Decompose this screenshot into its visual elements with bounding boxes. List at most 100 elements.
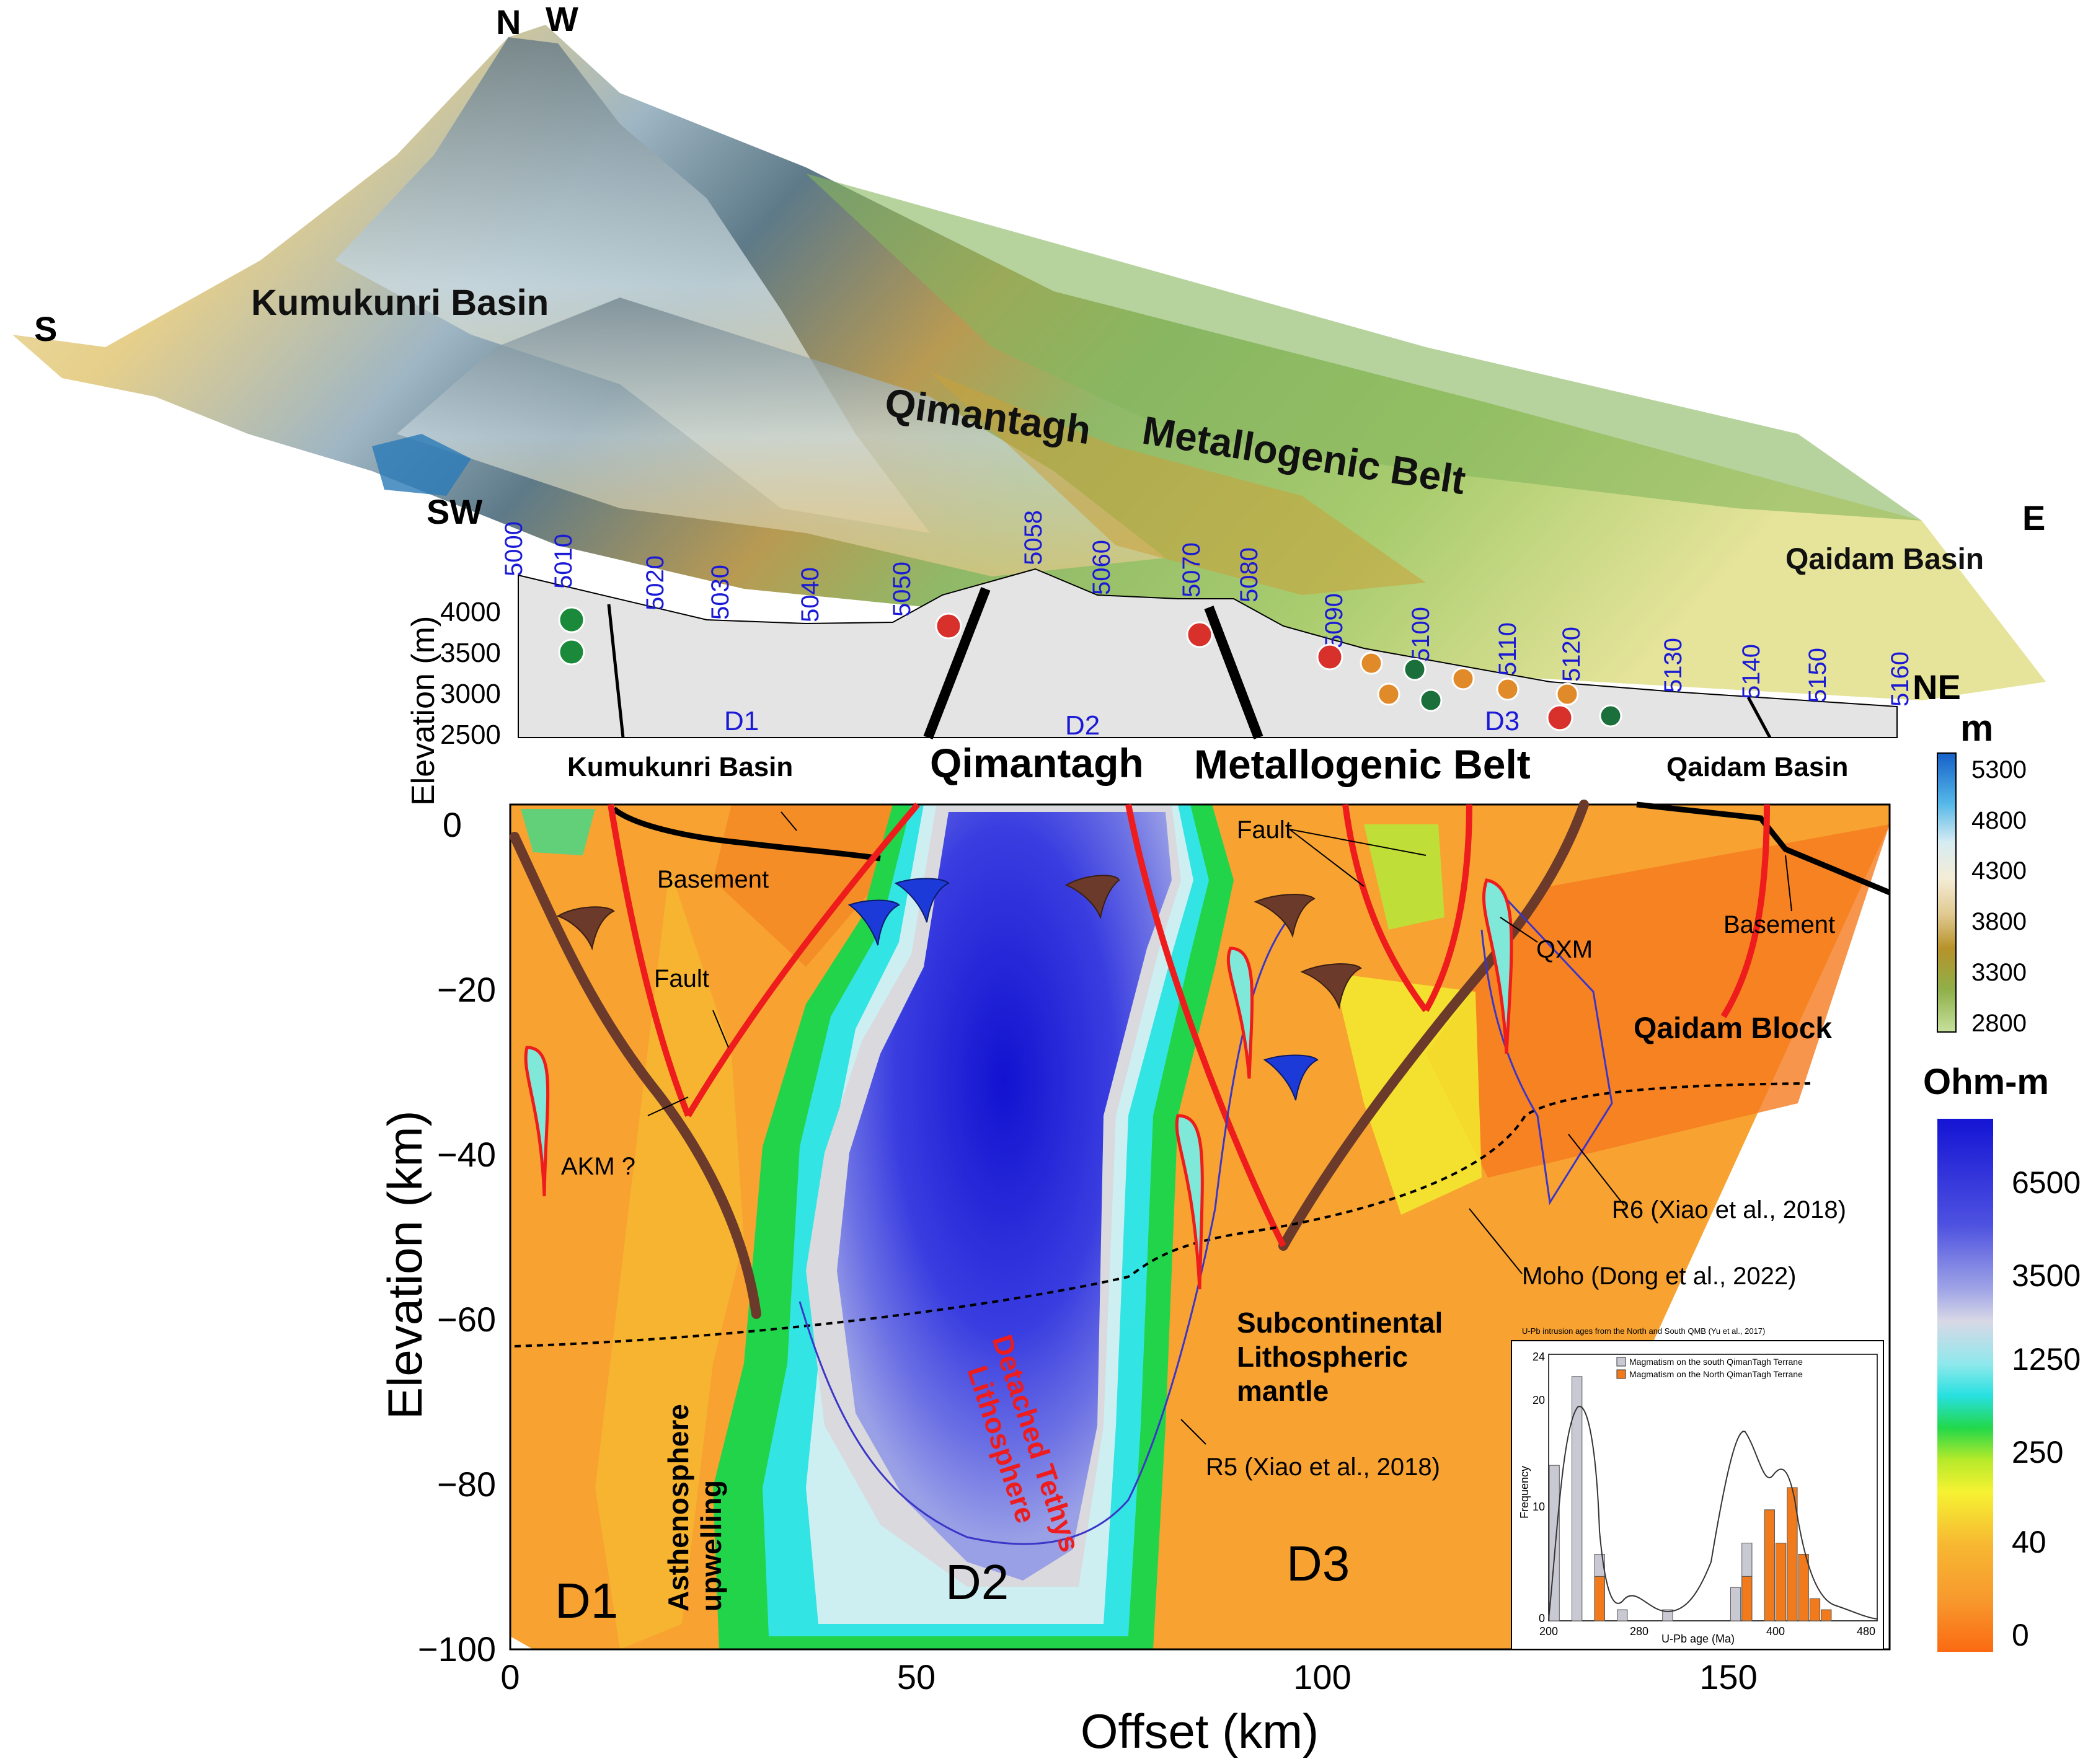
pluton-brown <box>556 906 615 951</box>
inset-ylabel: Frequency <box>1518 1466 1531 1519</box>
profile-title-kumukunri: Kumukunri Basin <box>567 752 793 782</box>
reflector-r5 <box>798 917 1291 1545</box>
sample-marker <box>1403 658 1427 681</box>
pluton-blue <box>1263 1054 1319 1101</box>
inset-legend-swatch-south <box>1616 1357 1626 1367</box>
profile-fill <box>518 568 1898 738</box>
profile-domain-d3: D3 <box>1485 706 1520 736</box>
basement-line <box>1636 801 1891 896</box>
fault-line <box>1720 804 1770 1018</box>
station-label: 5030 <box>707 565 734 620</box>
elevation-legend-tick: 4800 <box>1971 807 2027 834</box>
elevation-legend-tick: 5300 <box>1971 756 2027 783</box>
resistivity-legend-unit: Ohm-m <box>1923 1062 2049 1102</box>
station-label: 5090 <box>1320 593 1348 648</box>
profile-ylabel: Elevation (m) <box>405 616 441 806</box>
elevation-legend-bar <box>1937 752 1957 1033</box>
inset-density-curve <box>1548 1406 1878 1620</box>
inset-xtick: 400 <box>1766 1625 1785 1638</box>
inset-histogram: U-Pb intrusion ages from the North and S… <box>1511 1326 1884 1650</box>
station-label: 5160 <box>1887 651 1914 707</box>
fault-line <box>1125 804 1286 1248</box>
section-green-patch <box>1364 824 1444 930</box>
leader <box>1785 855 1792 912</box>
plutons-blue <box>847 878 1319 1101</box>
inset-legend-swatch-north <box>1616 1369 1626 1379</box>
inset-xtick: 280 <box>1630 1625 1648 1638</box>
resistivity-legend: Ohm-m 6500 3500 1250 250 40 0 <box>1923 1062 2081 1652</box>
inset-xtick: 200 <box>1539 1625 1558 1638</box>
terrain-ridge-2 <box>397 298 1166 576</box>
section-orange-right <box>1426 824 1890 1178</box>
section-ytick: −80 <box>437 1465 496 1504</box>
reflector-r6 <box>1480 891 1613 1206</box>
station-label: 5100 <box>1407 607 1435 662</box>
section-ytick: 0 <box>443 805 462 844</box>
inset-plot-area <box>1548 1354 1878 1621</box>
station-label: 5050 <box>888 562 916 617</box>
inset-ytick: 0 <box>1539 1612 1545 1625</box>
profile-fault <box>607 604 625 738</box>
histogram-bar-north <box>1821 1609 1832 1621</box>
pluton-blue <box>894 878 950 923</box>
label-d2: D2 <box>945 1555 1009 1610</box>
section-green-topleft <box>521 809 595 855</box>
sample-marker <box>1186 621 1213 648</box>
terrain-green-zone <box>806 174 1922 521</box>
sample-marker <box>1451 667 1475 690</box>
moho-and-reflectors <box>514 891 1811 1545</box>
section-frame <box>509 803 1891 1651</box>
section-xtick: 150 <box>1699 1657 1757 1696</box>
intrusion <box>1226 946 1254 1079</box>
station-label: 5120 <box>1558 627 1585 682</box>
plutons <box>556 875 1362 1010</box>
basement-line <box>612 806 881 862</box>
station-label: 5130 <box>1660 638 1687 693</box>
histogram-bar-north <box>1764 1509 1776 1621</box>
label-d1: D1 <box>555 1573 618 1628</box>
label-subcontinental-1: Subcontinental <box>1237 1307 1443 1339</box>
profile-ytick-4000: 4000 <box>440 597 501 627</box>
label-r6: R6 (Xiao et al., 2018) <box>1612 1196 1846 1224</box>
label-d3: D3 <box>1286 1536 1350 1591</box>
section-yellow-right <box>1333 973 1482 1215</box>
compass-e: E <box>2022 498 2045 537</box>
elevation-legend-tick: 3800 <box>1971 908 2027 935</box>
pluton-brown <box>1300 963 1362 1010</box>
resistive-body <box>837 812 1172 1581</box>
label-upwelling: upwelling <box>695 1480 727 1612</box>
intrusion-qxm <box>1482 878 1513 1054</box>
label-qxm: QXM <box>1536 936 1593 963</box>
station-label: 5080 <box>1236 547 1263 602</box>
station-label: 5020 <box>642 555 669 611</box>
resistivity-legend-tick: 0 <box>2012 1618 2029 1652</box>
histogram-bar-north <box>1741 1576 1753 1621</box>
profile-domain-d1: D1 <box>724 706 759 736</box>
section-y-axis: Elevation (km) 0 −20 −40 −60 −80 −100 <box>378 805 496 1669</box>
compass-ne: NE <box>1913 668 1961 707</box>
label-subcontinental-2: Lithospheric <box>1237 1341 1408 1373</box>
terrain-gold-zone <box>930 372 1426 595</box>
profile-fault <box>1746 696 1772 739</box>
fault-line <box>608 804 691 1117</box>
station-label: 5110 <box>1494 622 1521 676</box>
section-xtick: 50 <box>897 1657 936 1696</box>
sample-marker <box>935 612 962 640</box>
profile-samples <box>558 606 1622 731</box>
profile-domains: D1 D2 D3 <box>724 706 1520 741</box>
section-ylabel: Elevation (km) <box>378 1111 432 1419</box>
inset-legend-south: Magmatism on the south QimanTagh Terrane <box>1629 1357 1803 1367</box>
histogram-bar-north <box>1798 1554 1809 1621</box>
section-ytick: −60 <box>437 1300 496 1339</box>
histogram-bar-south <box>1617 1609 1628 1621</box>
terrain-label-kumukunri: Kumukunri Basin <box>251 283 549 323</box>
elevation-legend-tick: 3300 <box>1971 959 2027 986</box>
profile-title-qimantagh: Qimantagh <box>930 740 1144 786</box>
compass-s: S <box>34 309 57 348</box>
station-label: 5150 <box>1804 648 1831 703</box>
station-label: 5070 <box>1178 542 1205 598</box>
profile-ytick-3500: 3500 <box>440 638 501 668</box>
inset-ytick: 20 <box>1533 1394 1545 1406</box>
label-moho: Moho (Dong et al., 2022) <box>1522 1263 1796 1290</box>
histogram-bar-south <box>1730 1587 1741 1621</box>
